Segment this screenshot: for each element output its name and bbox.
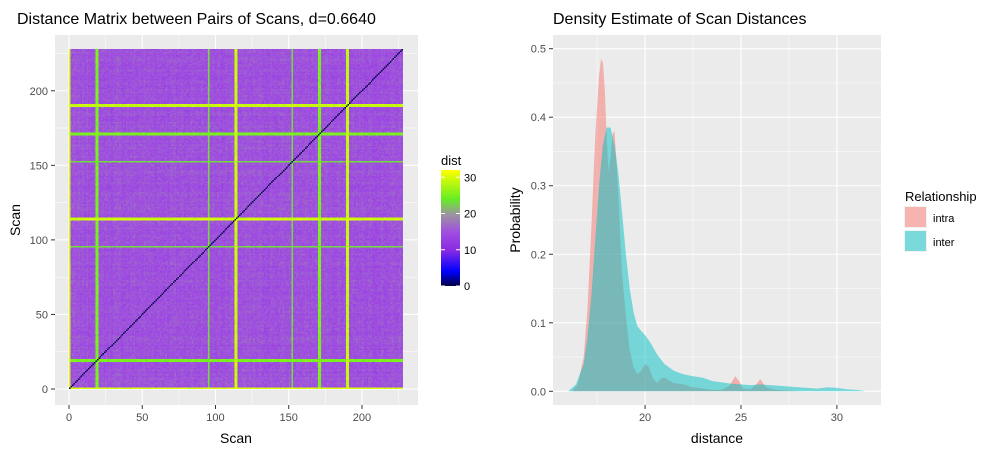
legend-key-intra — [905, 207, 926, 227]
legend-label-inter: inter — [933, 237, 955, 249]
density-legend: Relationship intra inter — [904, 189, 977, 252]
y-tick-label: 150 — [30, 160, 48, 172]
y-tick-label: 0.0 — [531, 386, 546, 398]
y-tick-label: 0 — [42, 384, 48, 396]
colorbar-tick-label: 20 — [464, 209, 476, 221]
x-tick-label: 200 — [353, 412, 371, 424]
y-tick-label: 0.3 — [531, 181, 546, 193]
density-x-axis-title: distance — [691, 430, 743, 446]
heatmap-title: Distance Matrix between Pairs of Scans, … — [17, 11, 376, 28]
y-tick-label: 50 — [36, 309, 48, 321]
x-tick-label: 100 — [206, 412, 224, 424]
colorbar-tick-label: 10 — [464, 245, 476, 257]
y-tick-label: 0.4 — [531, 112, 546, 124]
x-tick-label: 150 — [280, 412, 298, 424]
colorbar: dist 0 10 20 30 — [441, 153, 476, 293]
x-tick-label: 30 — [831, 412, 843, 424]
legend-label-intra: intra — [933, 213, 955, 225]
density-area-inter — [568, 127, 866, 392]
y-tick-label: 0.5 — [531, 44, 546, 56]
heatmap-y-ticks: 0 50 100 150 200 — [30, 86, 55, 396]
y-tick-label: 0.1 — [531, 318, 546, 330]
y-tick-label: 100 — [30, 235, 48, 247]
density-y-ticks: 0.0 0.1 0.2 0.3 0.4 0.5 — [531, 44, 553, 398]
colorbar-tick-label: 0 — [464, 281, 470, 293]
x-tick-label: 50 — [136, 412, 148, 424]
heatmap-x-ticks: 0 50 100 150 200 — [66, 405, 371, 424]
heatmap-y-axis-title: Scan — [7, 204, 23, 236]
density-y-axis-title: Probability — [507, 187, 523, 252]
density-areas — [568, 59, 866, 392]
y-tick-label: 0.2 — [531, 249, 546, 261]
density-x-ticks: 20 25 30 — [639, 405, 843, 424]
density-title: Density Estimate of Scan Distances — [553, 11, 806, 28]
heatmap-x-axis-title: Scan — [220, 430, 252, 446]
x-tick-label: 0 — [66, 412, 72, 424]
x-tick-label: 20 — [639, 412, 651, 424]
legend-title: Relationship — [905, 189, 977, 204]
heatmap-cells — [69, 49, 403, 389]
colorbar-ticks: 0 10 20 30 — [441, 172, 476, 293]
colorbar-gradient — [441, 170, 460, 286]
heatmap-chart: Distance Matrix between Pairs of Scans, … — [7, 11, 476, 446]
colorbar-tick-label: 30 — [464, 172, 476, 184]
x-tick-label: 25 — [735, 412, 747, 424]
y-tick-label: 200 — [30, 86, 48, 98]
legend-key-inter — [905, 231, 926, 251]
colorbar-title: dist — [441, 153, 462, 168]
density-chart: Density Estimate of Scan Distances 20 25 3… — [507, 11, 977, 446]
